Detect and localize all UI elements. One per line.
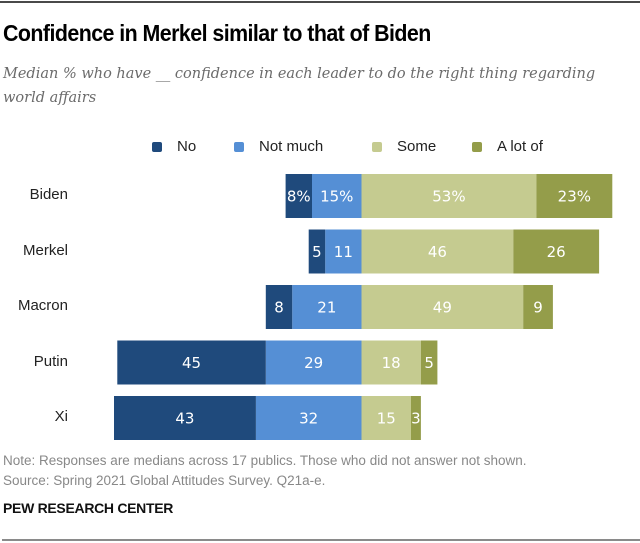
data-label-macron-no: 8 bbox=[274, 299, 284, 317]
data-label-merkel-a-lot-of: 26 bbox=[547, 243, 566, 261]
legend-item-no: No bbox=[152, 138, 196, 155]
legend-swatch-not-much bbox=[234, 141, 244, 152]
bar-segment-biden-not-much bbox=[312, 174, 362, 218]
row-label-macron: Macron bbox=[17, 297, 68, 314]
data-label-biden-some: 53% bbox=[432, 188, 465, 206]
brand-logo-text: PEW RESEARCH CENTER bbox=[3, 500, 174, 516]
bar-segment-putin-not-much bbox=[265, 340, 362, 385]
bar-row-macron: 21 8 49 9 bbox=[265, 285, 553, 329]
bar-segment-biden-no bbox=[285, 174, 312, 218]
note-text: Note: Responses are medians across 17 pu… bbox=[3, 453, 527, 468]
data-label-merkel-some: 46 bbox=[428, 243, 447, 261]
row-label-putin: Putin bbox=[33, 353, 68, 370]
data-label-xi-not-much: 32 bbox=[299, 410, 318, 428]
data-label-macron-not-much: 21 bbox=[317, 299, 336, 317]
bar-row-biden: 15% 8% 53% 23% bbox=[285, 174, 613, 218]
bar-segment-xi-a-lot-of bbox=[411, 396, 421, 440]
legend-label-some: Some bbox=[397, 138, 437, 155]
bar-segment-xi-some bbox=[361, 396, 411, 440]
data-label-merkel-no: 5 bbox=[312, 243, 322, 261]
bar-segment-merkel-some bbox=[361, 229, 514, 274]
chart-title: Confidence in Merkel similar to that of … bbox=[3, 20, 431, 46]
bar-segment-putin-some bbox=[361, 340, 421, 385]
data-label-putin-not-much: 29 bbox=[304, 354, 323, 372]
bar-segment-macron-a-lot-of bbox=[523, 285, 553, 329]
chart-subtitle: Median % who have __ confidence in each … bbox=[3, 66, 596, 106]
data-label-merkel-not-much: 11 bbox=[334, 243, 353, 261]
data-label-putin-a-lot-of: 5 bbox=[424, 354, 434, 372]
bar-segment-biden-a-lot-of bbox=[536, 174, 613, 218]
legend-item-not-much: Not much bbox=[234, 138, 323, 155]
data-label-biden-not-much: 15% bbox=[320, 188, 353, 206]
legend-swatch-some bbox=[372, 141, 382, 152]
bar-row-putin: 29 45 18 5 bbox=[117, 340, 438, 385]
data-label-macron-some: 49 bbox=[433, 299, 452, 317]
bar-segment-xi-not-much bbox=[255, 396, 362, 440]
bottom-rule bbox=[2, 539, 640, 541]
data-label-biden-no: 8% bbox=[287, 188, 311, 206]
data-label-xi-no: 43 bbox=[175, 410, 194, 428]
legend-label-not-much: Not much bbox=[259, 138, 324, 155]
legend-swatch-no bbox=[152, 141, 162, 152]
data-label-xi-a-lot-of: 3 bbox=[411, 410, 421, 428]
legend-item-a-lot-of: A lot of bbox=[472, 138, 543, 155]
bar-row-merkel: 11 5 46 26 bbox=[308, 229, 600, 274]
row-label-merkel: Merkel bbox=[22, 242, 68, 259]
source-text: Source: Spring 2021 Global Attitudes Sur… bbox=[3, 473, 326, 488]
bar-segment-macron-no bbox=[265, 285, 293, 329]
data-label-biden-a-lot-of: 23% bbox=[558, 188, 591, 206]
row-label-biden: Biden bbox=[29, 186, 68, 203]
bar-segment-merkel-not-much bbox=[325, 229, 362, 274]
bar-segment-merkel-no bbox=[308, 229, 326, 274]
legend-swatch-a-lot-of bbox=[472, 141, 482, 152]
legend-item-some: Some bbox=[372, 138, 436, 155]
legend-label-no: No bbox=[177, 138, 197, 155]
bar-segment-putin-no bbox=[117, 340, 266, 385]
bar-segment-biden-some bbox=[361, 174, 537, 218]
data-label-putin-some: 18 bbox=[382, 354, 401, 372]
row-label-xi: Xi bbox=[54, 408, 68, 425]
footnote: Note: Responses are medians across 17 pu… bbox=[3, 451, 527, 491]
data-label-xi-some: 15 bbox=[377, 410, 396, 428]
bar-segment-merkel-a-lot-of bbox=[513, 229, 600, 274]
bar-segment-macron-not-much bbox=[292, 285, 362, 329]
bar-segment-macron-some bbox=[361, 285, 524, 329]
data-label-putin-no: 45 bbox=[182, 354, 201, 372]
bar-segment-xi-no bbox=[114, 396, 256, 440]
top-rule bbox=[0, 1, 640, 3]
legend-label-a-lot-of: A lot of bbox=[497, 138, 543, 155]
bar-row-xi: 32 43 15 3 bbox=[114, 396, 421, 440]
data-label-macron-a-lot-of: 9 bbox=[533, 299, 543, 317]
bar-segment-putin-a-lot-of bbox=[420, 340, 438, 385]
